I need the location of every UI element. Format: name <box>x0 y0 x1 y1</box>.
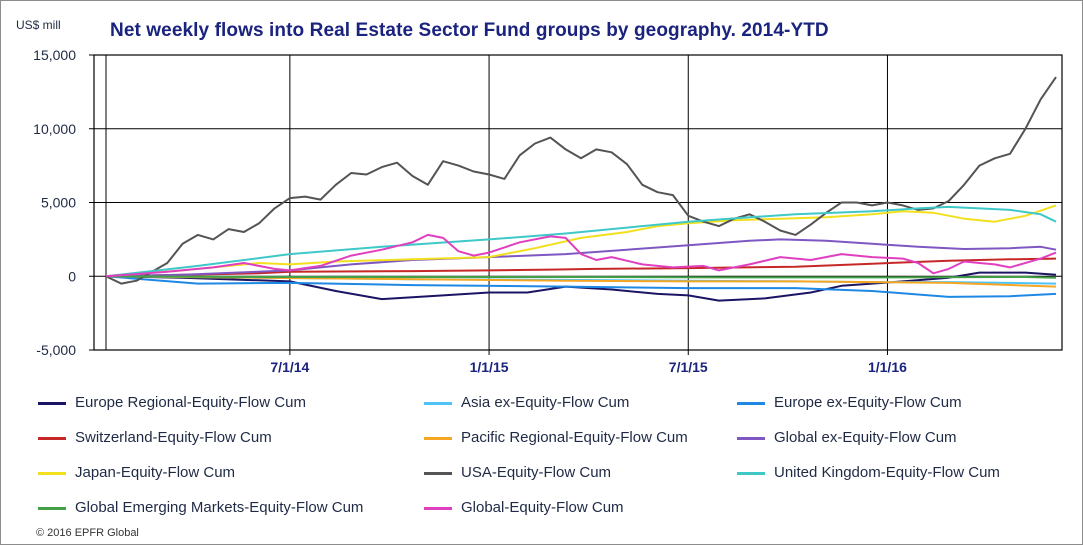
y-axis-unit-label: US$ mill <box>16 18 61 32</box>
series-lines <box>105 76 1057 302</box>
series-line-9 <box>105 275 1057 279</box>
x-axis-ticks: 7/1/14 1/1/15 7/1/15 1/1/16 <box>270 350 907 375</box>
series-line-0 <box>105 271 1057 302</box>
series-line-10 <box>105 233 1057 278</box>
series-line-6 <box>105 204 1057 278</box>
series-line-7 <box>105 76 1057 285</box>
y-tick-label-3: 10,000 <box>33 121 76 137</box>
x-tick-label-3: 1/1/16 <box>868 359 907 375</box>
series-line-2 <box>105 275 1057 298</box>
chart-title: Net weekly flows into Real Estate Sector… <box>110 20 829 41</box>
y-tick-label-4: 15,000 <box>33 47 76 63</box>
series-line-5 <box>105 238 1057 278</box>
y-tick-label-0: -5,000 <box>36 342 76 358</box>
x-tick-label-2: 7/1/15 <box>669 359 708 375</box>
series-line-3 <box>105 257 1057 278</box>
x-tick-label-1: 1/1/15 <box>470 359 509 375</box>
y-tick-label-1: 0 <box>68 268 76 284</box>
x-tick-label-0: 7/1/14 <box>270 359 309 375</box>
y-axis-ticks: -5,000 0 5,000 10,000 15,000 <box>33 47 94 358</box>
series-line-4 <box>105 275 1057 288</box>
copyright-footer: © 2016 EPFR Global <box>36 527 139 539</box>
series-line-8 <box>105 205 1057 278</box>
y-tick-label-2: 5,000 <box>41 195 76 211</box>
